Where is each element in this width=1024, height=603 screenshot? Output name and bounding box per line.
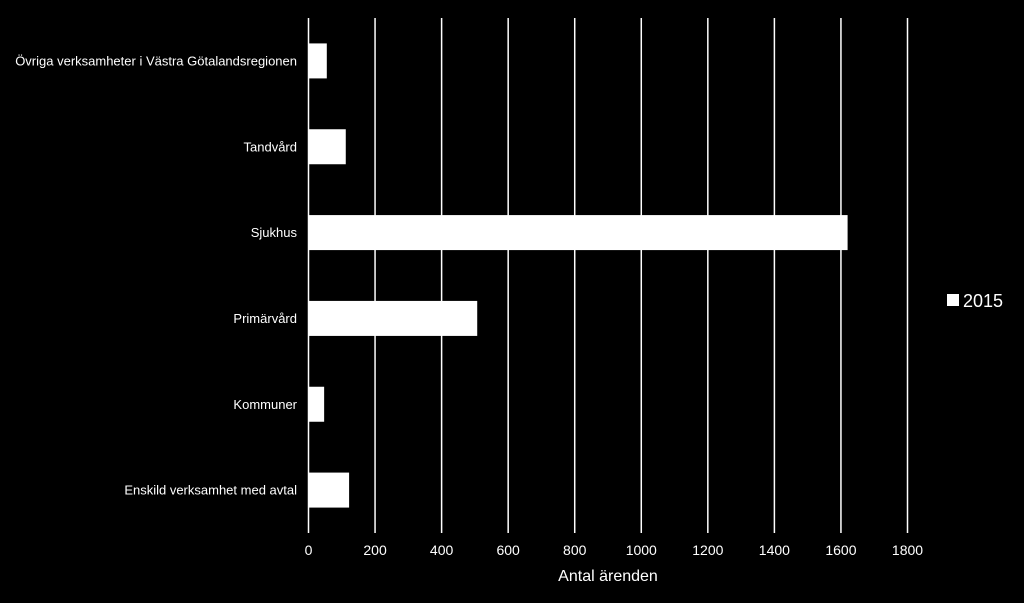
bar — [308, 215, 848, 251]
bar — [308, 300, 478, 336]
category-label: Övriga verksamheter i Västra Götalandsre… — [15, 53, 297, 68]
x-tick-label: 400 — [430, 542, 454, 558]
bar — [308, 386, 325, 422]
category-label: Kommuner — [233, 397, 297, 412]
x-tick-label: 1200 — [692, 542, 723, 558]
x-tick-label: 0 — [305, 542, 313, 558]
legend-label-2015: 2015 — [963, 291, 1003, 311]
x-tick-label: 1000 — [626, 542, 657, 558]
legend: 2015 — [947, 291, 1003, 311]
x-axis-title: Antal ärenden — [558, 568, 658, 585]
bars — [308, 43, 848, 508]
bar — [308, 472, 350, 508]
category-label: Sjukhus — [251, 225, 298, 240]
x-tick-label: 600 — [496, 542, 520, 558]
bar — [308, 129, 346, 165]
category-label: Enskild verksamhet med avtal — [124, 483, 297, 498]
x-tick-label: 1800 — [892, 542, 923, 558]
gridlines — [307, 18, 909, 533]
x-tick-labels: 0 200 400 600 800 1000 1200 1400 1600 1800 — [305, 542, 924, 558]
bar — [308, 43, 327, 79]
legend-swatch-2015 — [947, 294, 959, 306]
x-tick-label: 1400 — [759, 542, 790, 558]
category-label: Primärvård — [233, 311, 297, 326]
x-tick-label: 200 — [363, 542, 387, 558]
x-tick-label: 800 — [563, 542, 587, 558]
category-labels: Övriga verksamheter i Västra Götalandsre… — [15, 53, 297, 497]
x-tick-label: 1600 — [825, 542, 856, 558]
category-label: Tandvård — [244, 139, 297, 154]
